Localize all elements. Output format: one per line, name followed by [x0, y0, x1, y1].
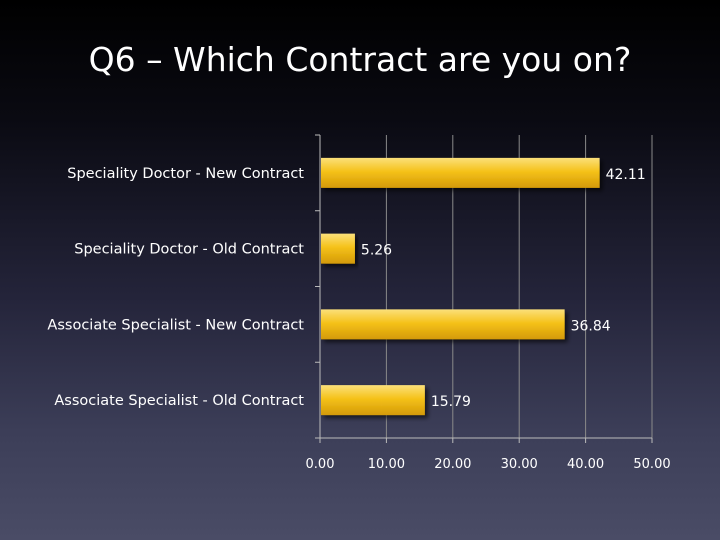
x-tick-label-2: 20.00 [434, 457, 471, 472]
x-tick-label-3: 30.00 [501, 457, 538, 472]
x-tick-label-5: 50.00 [633, 457, 670, 472]
category-label-1: Speciality Doctor - Old Contract [74, 242, 304, 258]
bars [321, 157, 600, 416]
data-label-0: 42.11 [606, 167, 646, 183]
bar-2 [321, 309, 565, 340]
labels: 0.00 10.00 20.00 30.00 40.00 50.00 Speciality … [47, 166, 670, 472]
data-label-3: 15.79 [431, 394, 471, 410]
data-label-1: 5.26 [361, 243, 392, 259]
bar-3 [321, 385, 425, 416]
x-tick-label-1: 10.00 [368, 457, 405, 472]
x-tick-label-0: 0.00 [306, 457, 335, 472]
bar-0 [321, 157, 600, 188]
x-tick-label-4: 40.00 [567, 457, 604, 472]
category-label-3: Associate Specialist - Old Contract [54, 393, 304, 409]
category-label-0: Speciality Doctor - New Contract [67, 166, 304, 182]
bar-1 [321, 233, 355, 264]
axes [315, 134, 653, 443]
category-label-2: Associate Specialist - New Contract [47, 317, 304, 333]
data-label-2: 36.84 [571, 318, 611, 334]
slide-title: Q6 – Which Contract are you on? [88, 40, 632, 79]
